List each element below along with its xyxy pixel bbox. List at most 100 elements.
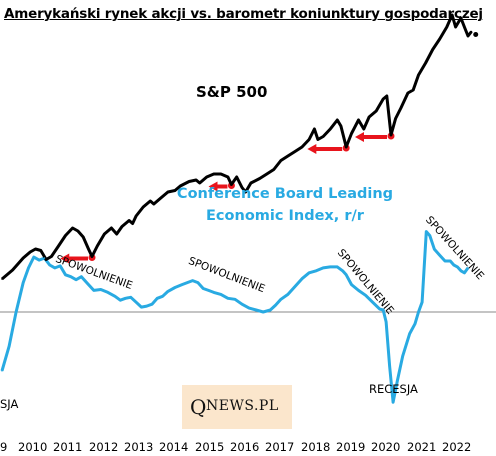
sp500-point-30 (188, 180, 190, 183)
sp500-point-47 (294, 150, 296, 153)
sp500-point-51 (317, 138, 319, 141)
sp500-label: S&P 500 (196, 83, 268, 101)
qnews-logo: Q NEWS.PL (182, 385, 292, 429)
sp500-point-44 (273, 168, 275, 171)
sp500-point-53 (329, 128, 332, 130)
cb-point-45 (269, 309, 272, 311)
cb-point-55 (336, 266, 339, 268)
cb-point-15 (85, 281, 88, 284)
cb-point-13 (75, 278, 77, 281)
x-tick-label: 2010 (18, 440, 48, 454)
cb-point-11 (64, 273, 67, 276)
sp500-point-61 (375, 110, 377, 112)
cb-point-37 (213, 291, 215, 294)
sp500-point-72 (438, 38, 441, 40)
cb-point-41 (241, 303, 243, 305)
sp500-point-19 (121, 225, 123, 228)
qnews-logo-q: Q (190, 395, 207, 419)
cb-point-51 (308, 272, 310, 274)
cb-index-label-line1: Conference Board Leading (176, 186, 394, 202)
sp500-point-79 (470, 30, 473, 33)
sp500-point-2 (22, 257, 24, 259)
cb-point-23 (135, 301, 137, 304)
sp500-point-13 (87, 248, 90, 250)
cb-point-43 (255, 309, 257, 311)
cb-point-10 (59, 265, 62, 267)
cb-point-52 (315, 270, 317, 272)
cb-point-25 (145, 305, 148, 307)
cb-point-44 (262, 311, 265, 313)
x-tick-label: 2016 (230, 440, 260, 454)
sp500-point-64 (390, 134, 392, 136)
sp500-point-4 (34, 248, 37, 250)
cb-point-67 (396, 379, 399, 382)
sp500-point-24 (149, 200, 152, 202)
sp500-point-74 (451, 14, 453, 16)
cb-point-33 (191, 279, 194, 282)
x-tick-label: 2012 (89, 440, 119, 454)
cb-point-4 (27, 267, 30, 269)
sp500-point-26 (160, 197, 162, 199)
cb-point-34 (197, 281, 199, 284)
slowdown-arrow-head-2 (208, 181, 218, 192)
cb-point-47 (280, 298, 282, 301)
cb-point-54 (329, 266, 332, 268)
cb-point-62 (378, 308, 381, 310)
cb-point-17 (100, 288, 102, 291)
series-cb-leading-index (0, 230, 470, 404)
cb-point-40 (234, 298, 236, 301)
sp500-point-65 (394, 117, 397, 120)
cb-point-2 (15, 311, 17, 313)
sp500-point-57 (350, 132, 353, 135)
cb-point-14 (80, 275, 83, 278)
cb-point-73 (425, 230, 428, 233)
cb-point-56 (341, 270, 344, 272)
sp500-point-45 (280, 159, 282, 162)
sp500-point-15 (96, 245, 99, 247)
sp500-point-27 (167, 191, 169, 193)
cb-index-label-line2: Economic Index, r/r (206, 208, 364, 224)
sp500-point-5 (40, 249, 42, 252)
cb-point-68 (401, 355, 404, 357)
sp500-point-77 (463, 26, 466, 28)
sp500-point-0 (1, 278, 3, 280)
x-tick-label: 2022 (442, 440, 472, 454)
sp500-point-8 (57, 245, 60, 247)
sp500-point-43 (265, 173, 268, 175)
cb-point-61 (371, 301, 374, 304)
sp500-point-22 (135, 215, 137, 217)
cb-point-19 (114, 295, 116, 298)
sp500-point-20 (128, 219, 130, 222)
sp500-point-40 (244, 191, 247, 193)
sp500-point-76 (460, 17, 462, 19)
sp500-point-54 (336, 119, 339, 121)
sp500-point-33 (205, 176, 208, 178)
sp500-point-52 (322, 135, 325, 138)
cb-point-53 (322, 267, 325, 269)
cb-index-label: Conference Board Leading Economic Index,… (170, 183, 400, 227)
cb-point-75 (433, 248, 436, 251)
sp500-point-49 (308, 138, 310, 141)
sp500-point-36 (227, 176, 229, 178)
cb-point-8 (48, 264, 51, 266)
sp500-point-41 (250, 182, 252, 184)
sp500-point-7 (50, 255, 53, 258)
cb-point-70 (414, 322, 416, 325)
slowdown-arrow-head-4 (355, 132, 364, 142)
sp500-point-59 (363, 128, 365, 130)
sp500-point-29 (179, 185, 182, 187)
sp500-point-9 (64, 234, 67, 237)
sp500-point-46 (287, 155, 289, 157)
cb-point-59 (357, 289, 360, 292)
sp500-point-42 (258, 177, 261, 180)
cb-point-0 (1, 370, 3, 372)
sp500-point-78 (467, 35, 469, 37)
x-tick-label: 2020 (371, 440, 401, 454)
cb-point-81 (460, 270, 462, 272)
cb-point-60 (364, 294, 367, 297)
sp500-point-62 (382, 98, 385, 100)
series-sp500-end-marker (473, 32, 479, 37)
cb-point-57 (345, 273, 347, 276)
cb-point-42 (248, 307, 250, 309)
sp500-point-69 (417, 74, 420, 76)
